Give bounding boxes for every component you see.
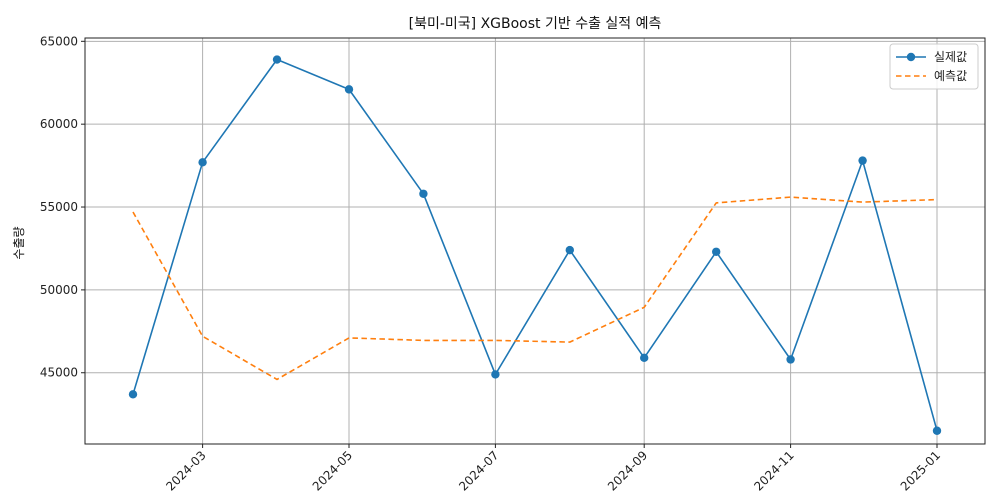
series-layer: [128, 55, 942, 435]
legend-label-1: 실제값: [934, 50, 967, 64]
data-point: [640, 353, 649, 363]
series-line: [132, 58, 938, 431]
y-tick-label: 60000: [40, 117, 78, 131]
data-point: [712, 247, 721, 256]
data-point: [419, 189, 428, 198]
data-point: [858, 156, 867, 165]
series-1: [128, 55, 942, 435]
plot-frame: [84, 37, 986, 445]
y-tick-label: 65000: [40, 34, 78, 48]
data-point: [786, 355, 795, 364]
y-axis-label: 수출량: [12, 226, 26, 259]
data-point: [932, 426, 942, 435]
legend-label-2: 예측값: [934, 69, 967, 83]
series-2: [132, 196, 938, 381]
y-tick-label: 45000: [40, 366, 78, 380]
data-point: [565, 245, 574, 255]
y-tick-label: 50000: [40, 283, 78, 297]
data-point: [272, 55, 282, 64]
chart-title: [북미-미국] XGBoost 기반 수출 실적 예측: [409, 16, 662, 32]
y-axis: 45000 50000 55000 60000 65000: [40, 34, 85, 380]
data-point: [344, 85, 354, 94]
legend-marker: [906, 52, 916, 62]
y-tick-label: 55000: [40, 200, 78, 214]
data-point: [198, 158, 207, 167]
grid: [85, 38, 985, 444]
series-line: [132, 196, 938, 381]
data-point: [128, 390, 138, 399]
data-point: [491, 370, 500, 379]
